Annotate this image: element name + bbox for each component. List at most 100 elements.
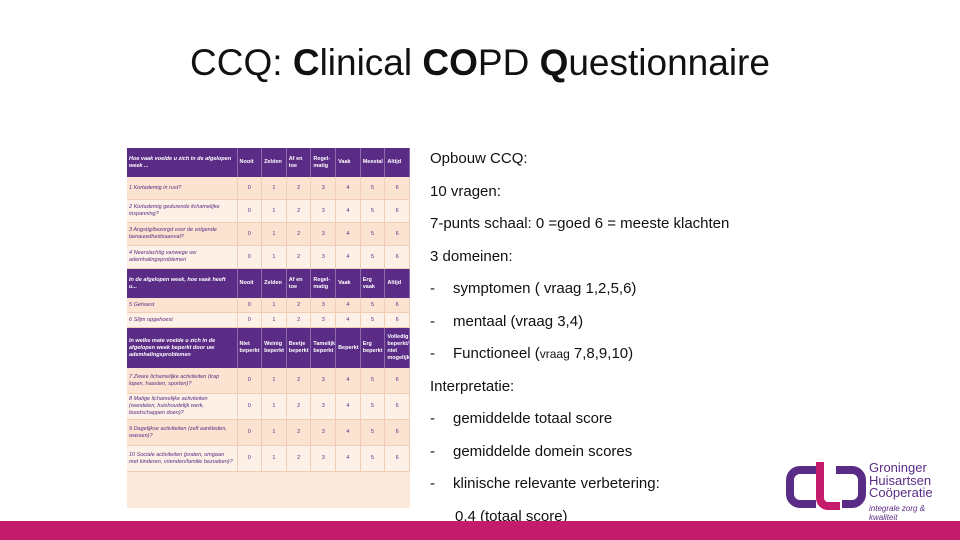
score-cell: 5 [360,393,386,420]
answer-option-label: Altijd [384,148,410,177]
score-cell: 0 [237,298,263,313]
table-header-row: In de afgelopen week, hoe vaak heeft u..… [127,268,410,298]
answer-option-label: Erg vaak [360,268,386,298]
score-cell: 4 [335,445,361,472]
table-row: 4 Neerslachtig vanwege uw ademhalingspro… [127,245,410,269]
bullet-dash: - [430,475,435,492]
answer-option-label: Nooit [237,148,263,177]
score-cell: 2 [286,445,312,472]
score-cell: 3 [310,368,337,394]
interp-item: - gemiddelde domein scores [430,443,800,476]
score-cell: 0 [237,177,263,200]
table-row: 2 Kortademig gedurende lichamelijke insp… [127,199,410,223]
score-cell: 3 [310,393,337,420]
score-cell: 0 [237,368,263,394]
score-cell: 4 [335,245,361,269]
answer-option-label: Vaak [335,148,361,177]
score-cell: 4 [335,222,361,246]
score-cell: 1 [261,419,287,446]
score-cell: 2 [286,393,312,420]
answer-option-label: Zelden [261,148,287,177]
score-cell: 5 [360,177,386,200]
question-text: 6 Slijm opgehoest [127,312,238,328]
score-cell: 4 [335,393,361,420]
section-question: Hoe vaak voelde u zich in de afgelopen w… [127,148,238,177]
bullet-dash: - [430,410,435,427]
score-cell: 5 [360,298,386,313]
answer-option-label: Regel-matig [310,268,337,298]
ghc-logo-mark-icon [786,462,866,510]
ccq-questionnaire-table: Hoe vaak voelde u zich in de afgelopen w… [127,148,410,508]
ghc-logo: Groninger Huisartsen Coöperatie integral… [786,458,951,522]
score-cell: 6 [384,393,410,420]
score-cell: 1 [261,393,287,420]
answer-option-label: Beetje beperkt [286,327,312,368]
score-cell: 5 [360,368,386,394]
domains-heading: 3 domeinen: [430,247,513,265]
score-cell: 1 [261,312,287,328]
score-cell: 4 [335,177,361,200]
score-cell: 3 [310,445,337,472]
score-cell: 4 [335,199,361,223]
score-cell: 6 [384,368,410,394]
question-text: 5 Gehoest [127,298,238,313]
table-row: 1 Kortademig in rust? 0 1 2 3 4 5 6 [127,177,410,200]
score-cell: 3 [310,245,337,269]
footer-accent-bar [0,521,960,540]
score-cell: 2 [286,419,312,446]
score-cell: 4 [335,419,361,446]
score-cell: 0 [237,199,263,223]
table-header-row: Hoe vaak voelde u zich in de afgelopen w… [127,148,410,177]
answer-option-label: Regel-matig [310,148,337,177]
score-cell: 2 [286,312,312,328]
score-cell: 0 [237,312,263,328]
question-text: 10 Sociale activiteiten (praten, omgaan … [127,445,238,472]
answer-option-label: Zelden [261,268,287,298]
table-header-row: In welke mate voelde u zich in de afgelo… [127,327,410,368]
score-cell: 4 [335,368,361,394]
score-cell: 0 [237,222,263,246]
score-cell: 0 [237,393,263,420]
question-text: 7 Zware lichamelijke activiteiten (trap … [127,368,238,394]
score-cell: 1 [261,445,287,472]
answer-option-label: Vaak [335,268,361,298]
interpretation-heading: Interpretatie: [430,377,515,395]
score-cell: 6 [384,419,410,446]
answer-option-label: Af en toe [286,268,312,298]
interp-continuation: 0,4 (totaal score) [455,507,568,525]
question-text: 9 Dagelijkse activiteiten (zelf aanklede… [127,419,238,446]
table-row: 8 Matige lichamelijke activiteiten (wand… [127,393,410,420]
question-text: 3 Angstig/bezorgd voor de volgende benau… [127,222,238,246]
score-cell: 1 [261,222,287,246]
questions-count: 10 vragen: [430,182,501,200]
table-row: 7 Zware lichamelijke activiteiten (trap … [127,368,410,394]
score-cell: 2 [286,298,312,313]
answer-option-label: Af en toe [286,148,312,177]
score-cell: 4 [335,312,361,328]
table-row: 6 Slijm opgehoest 0 1 2 3 4 5 6 [127,312,410,328]
score-cell: 3 [310,177,337,200]
score-cell: 1 [261,368,287,394]
score-cell: 5 [360,199,386,223]
bullet-dash: - [430,442,435,460]
questionnaire-grid: Hoe vaak voelde u zich in de afgelopen w… [127,148,410,472]
answer-option-label: Altijd [384,268,410,298]
logo-wordmark: Groninger Huisartsen Coöperatie integral… [869,461,951,522]
domain-item: - Functioneel (vraag 7,8,9,10) [430,345,800,378]
domain-item: - mentaal (vraag 3,4) [430,313,800,346]
logo-tagline: integrale zorg & kwaliteit [869,503,926,522]
score-cell: 3 [310,199,337,223]
question-text: 4 Neerslachtig vanwege uw ademhalingspro… [127,245,238,269]
score-cell: 1 [261,199,287,223]
score-cell: 2 [286,199,312,223]
ccq-structure-text: Opbouw CCQ: 10 vragen: 7-punts schaal: 0… [430,150,800,532]
question-text: 2 Kortademig gedurende lichamelijke insp… [127,199,238,223]
domain-item: - symptomen ( vraag 1,2,5,6) [430,280,800,313]
answer-option-label: Meestal [360,148,386,177]
score-cell: 5 [360,245,386,269]
score-cell: 6 [384,245,410,269]
score-cell: 6 [384,312,410,328]
score-cell: 0 [237,245,263,269]
score-cell: 1 [261,245,287,269]
score-cell: 3 [310,312,337,328]
